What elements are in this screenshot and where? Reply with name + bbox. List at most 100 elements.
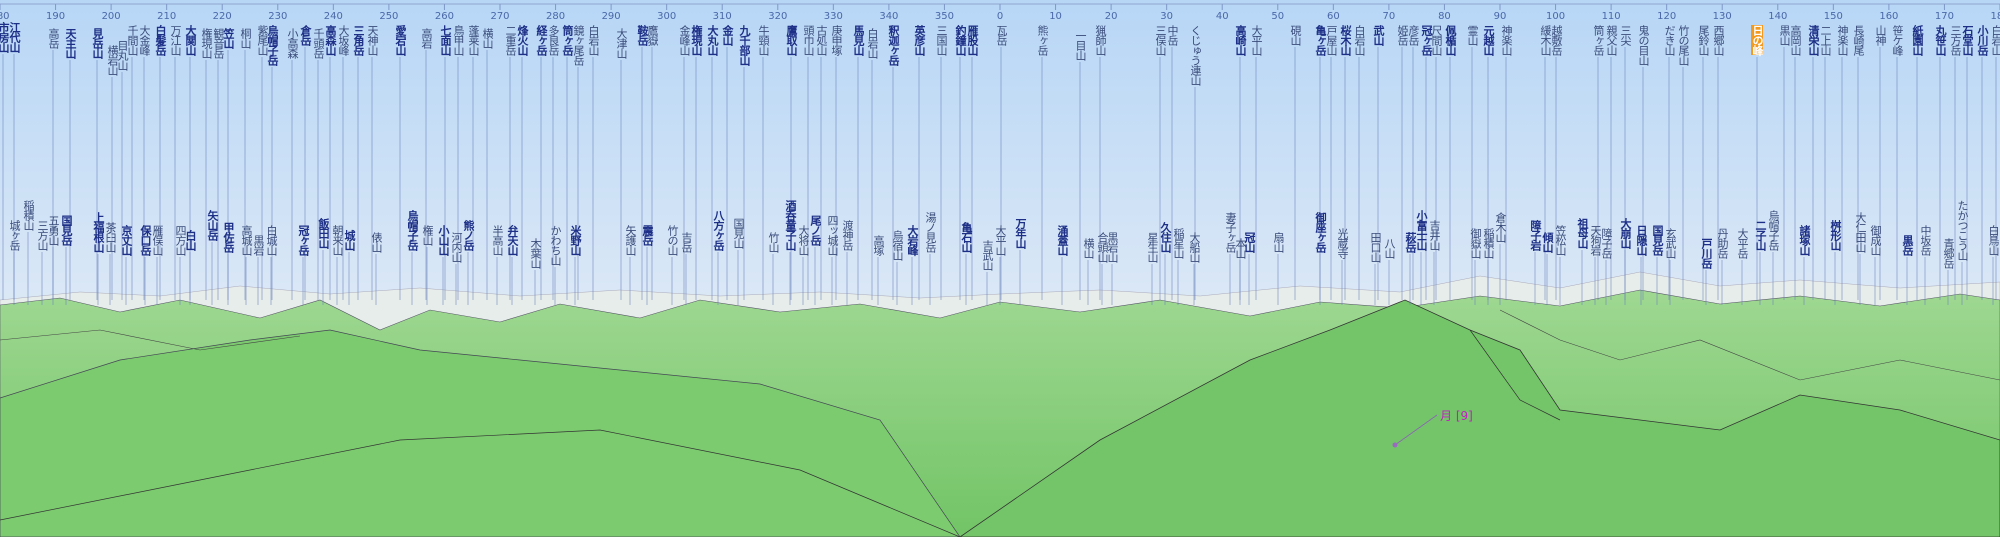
peak-label: 星生山 bbox=[1146, 232, 1159, 262]
peak-label: 山神 bbox=[1874, 25, 1887, 45]
peak-label: 五勇山 bbox=[47, 215, 60, 245]
compass-tick-label: 260 bbox=[435, 11, 454, 22]
peak-label: 冠山 bbox=[1243, 232, 1256, 252]
peak-label: 多良岳 bbox=[547, 25, 560, 55]
peak-label: 御座ヶ岳 bbox=[1314, 212, 1327, 252]
peak-label: 城ヶ岳 bbox=[8, 220, 21, 250]
peak-label: 天狗岩 bbox=[1589, 225, 1602, 255]
compass-tick-label: 20 bbox=[1105, 11, 1118, 22]
peak-label: 冠ヶ岳 bbox=[1420, 25, 1433, 55]
peak-label: 馬見山 bbox=[852, 25, 865, 55]
peak-label: 黒岩 bbox=[252, 235, 265, 255]
peak-label: 米野山 bbox=[569, 225, 582, 255]
peak-label: 扇山 bbox=[1272, 232, 1285, 252]
peak-label: 千頭岳 bbox=[312, 28, 325, 58]
peak-label: 経ヶ岳 bbox=[535, 25, 548, 55]
peak-label: 吉武山 bbox=[981, 240, 994, 270]
peak-label: 四ッ城山 bbox=[826, 215, 839, 255]
peak-label: 烽火山 bbox=[516, 25, 529, 55]
peak-label: 釈迦ヶ岳 bbox=[887, 25, 900, 65]
peak-label: 大将山 bbox=[797, 225, 810, 255]
peak-label: 二子山 bbox=[1754, 220, 1767, 250]
peak-label: 緩木山 bbox=[1539, 25, 1552, 55]
peak-label: 大仁田山 bbox=[1854, 212, 1867, 252]
moon-marker bbox=[1392, 442, 1398, 448]
peak-label: 笠松山 bbox=[1554, 225, 1567, 255]
peak-label: 二重岳 bbox=[504, 25, 517, 55]
peak-label: 酒呑童子山 bbox=[784, 200, 797, 250]
peak-label: 大津山 bbox=[615, 28, 628, 58]
compass-tick-label: 10 bbox=[1049, 11, 1062, 22]
peak-label: 権山 bbox=[421, 225, 434, 245]
peak-label: 天主山 bbox=[64, 28, 77, 58]
peak-label: 木葉山 bbox=[529, 238, 542, 268]
peak-label: 八方ヶ岳 bbox=[712, 210, 725, 250]
peak-label: 矢山岳 bbox=[206, 210, 219, 240]
peak-label: 神楽山 bbox=[1836, 25, 1849, 55]
peak-label: 白山 bbox=[184, 230, 197, 250]
peak-label: 障子岳 bbox=[1600, 228, 1613, 258]
compass-tick-label: 80 bbox=[1438, 11, 1451, 22]
peak-label: 飯田山 bbox=[317, 218, 330, 248]
peak-label: 烏宿山 bbox=[891, 230, 904, 260]
peak-label: 越敷岳 bbox=[1550, 25, 1563, 55]
peak-label: 紫尾山 bbox=[256, 25, 269, 55]
peak-label: 障子岩 bbox=[1529, 220, 1542, 250]
compass-tick-label: 60 bbox=[1327, 11, 1340, 22]
peak-label: 大船山 bbox=[1188, 232, 1201, 262]
compass-tick-label: 220 bbox=[213, 11, 232, 22]
peak-label: 桝形山 bbox=[1829, 220, 1842, 250]
peak-label: 高岩 bbox=[420, 28, 433, 48]
peak-label: 亀ヶ岳 bbox=[1314, 25, 1327, 55]
peak-label: 大平山 bbox=[994, 225, 1007, 255]
peak-label: 三国山 bbox=[935, 25, 948, 55]
peak-label: 小高森 bbox=[286, 28, 299, 58]
peak-label: 笹ケ峰 bbox=[1891, 25, 1904, 55]
compass-tick-label: 90 bbox=[1494, 11, 1507, 22]
peak-label: 弁天山 bbox=[506, 225, 519, 255]
peak-label: 高崎山 bbox=[1234, 25, 1247, 55]
peak-label: 筒ヶ岳 bbox=[561, 25, 574, 55]
peak-label: 合頭山 bbox=[1096, 232, 1109, 262]
peak-label: 湯ノ見岳 bbox=[924, 212, 937, 252]
peak-label: 竹の山 bbox=[666, 225, 679, 255]
peak-label: 雁股山 bbox=[966, 25, 979, 55]
peak-label: 観音岳 bbox=[212, 28, 225, 58]
peak-label: 万年山 bbox=[1014, 218, 1027, 248]
peak-label: 吉岳 bbox=[680, 232, 693, 252]
peak-label: 祖母山 bbox=[1576, 218, 1589, 248]
peak-label: 丸笹山 bbox=[1934, 25, 1947, 55]
compass-tick-label: 320 bbox=[768, 11, 787, 22]
peak-label: 国見岳 bbox=[1651, 225, 1664, 255]
peak-label: 半高山 bbox=[491, 225, 504, 255]
peak-label: 頭巾山 bbox=[802, 25, 815, 55]
peak-label: 神楽山 bbox=[1500, 25, 1513, 55]
peak-label: 二上山 bbox=[1819, 25, 1832, 55]
peak-label: 俵山 bbox=[370, 232, 383, 252]
peak-label: 日の峰 bbox=[1751, 25, 1764, 55]
peak-label: たかつこう山 bbox=[1956, 200, 1969, 260]
peak-label: 鳥甲山 bbox=[452, 25, 465, 55]
peak-label: 大平岳 bbox=[1736, 228, 1749, 258]
compass-tick-label: 240 bbox=[324, 11, 343, 22]
peak-label: 九千部山 bbox=[738, 25, 751, 65]
peak-label: 尺間山 bbox=[1430, 25, 1443, 55]
peak-label: 金山 bbox=[721, 25, 734, 45]
peak-label: 鷹取山 bbox=[785, 25, 798, 55]
compass-tick-label: 300 bbox=[657, 11, 676, 22]
peak-label: 清栄山 bbox=[1807, 25, 1820, 55]
peak-label: 白岩山 bbox=[1353, 25, 1366, 55]
compass-tick-label: 340 bbox=[879, 11, 898, 22]
compass-tick-label: 310 bbox=[713, 11, 732, 22]
compass-tick-label: 350 bbox=[935, 11, 954, 22]
compass-tick-label: 150 bbox=[1824, 11, 1843, 22]
peak-label: 千間山 bbox=[126, 25, 139, 55]
peak-label: 三方岳 bbox=[1949, 25, 1962, 55]
peak-label: 烏帽子岳 bbox=[1767, 210, 1780, 250]
peak-label: 八山 bbox=[1383, 238, 1396, 258]
ridge bbox=[0, 429, 961, 537]
peak-label: 丹助岳 bbox=[1716, 228, 1729, 258]
peak-label: 牛頸山 bbox=[757, 25, 770, 55]
peak-label: 小富士山 bbox=[1415, 210, 1428, 250]
peak-label: 四方山 bbox=[174, 225, 187, 255]
